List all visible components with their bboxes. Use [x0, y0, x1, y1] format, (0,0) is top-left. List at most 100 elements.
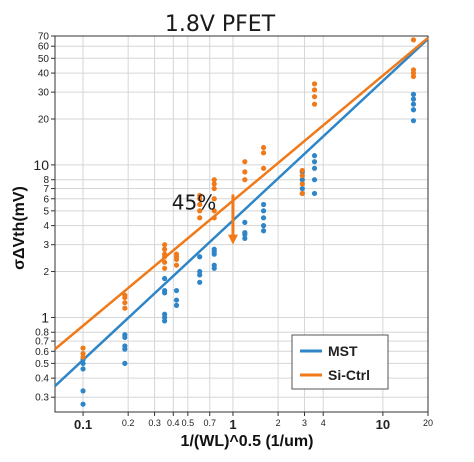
data-point	[299, 185, 305, 192]
x-tick-label: 3	[302, 418, 307, 428]
data-point	[211, 185, 217, 192]
y-tick-label: 40	[38, 69, 50, 80]
data-point	[173, 287, 180, 294]
data-point	[80, 388, 86, 394]
data-point	[260, 150, 267, 156]
data-point	[197, 208, 203, 214]
data-point	[410, 107, 417, 113]
data-point	[197, 279, 203, 285]
data-point	[311, 153, 318, 159]
fit-line	[54, 36, 429, 351]
data-point	[162, 275, 168, 282]
data-point	[260, 201, 267, 208]
legend-box	[291, 334, 389, 390]
x-tick-label: 4	[321, 418, 326, 428]
data-point	[211, 262, 217, 268]
data-point	[197, 268, 203, 275]
data-point	[311, 177, 318, 183]
data-point	[162, 251, 168, 257]
y-tick-label: 2	[43, 267, 49, 278]
data-point	[410, 101, 417, 107]
data-point	[311, 81, 318, 87]
y-tick-label: 60	[38, 42, 50, 53]
data-point	[410, 67, 417, 73]
y-tick-label: 0.4	[35, 374, 49, 385]
y-tick-label: 30	[38, 88, 50, 99]
data-point	[80, 401, 86, 407]
data-point	[299, 167, 305, 174]
data-point	[80, 366, 86, 372]
legend-label: Si-Ctrl	[328, 367, 370, 383]
data-point	[211, 196, 217, 202]
data-point	[410, 37, 417, 43]
y-axis-label: σΔVth(mV)	[11, 186, 28, 270]
x-tick-label: 10	[376, 417, 390, 432]
data-point	[299, 173, 305, 179]
data-point	[311, 94, 318, 100]
data-point	[162, 265, 168, 271]
data-point	[122, 300, 128, 306]
data-point	[211, 246, 217, 252]
y-tick-label: 20	[38, 114, 50, 125]
data-point	[242, 177, 248, 183]
data-point	[80, 360, 86, 366]
data-point	[211, 208, 217, 214]
data-point	[197, 215, 203, 221]
data-point	[260, 215, 267, 221]
data-point	[311, 159, 318, 165]
y-tick-label: 8	[43, 175, 49, 186]
data-point	[299, 177, 305, 183]
x-tick-label: 1	[229, 417, 236, 432]
y-tick-label: 7	[43, 184, 49, 195]
data-point	[311, 101, 318, 107]
series-si-ctrl	[54, 36, 429, 360]
data-point	[122, 343, 128, 349]
y-tick-label: 70	[38, 32, 50, 43]
data-point	[173, 297, 180, 303]
data-point	[173, 302, 180, 308]
data-point	[311, 165, 318, 171]
data-point	[122, 360, 128, 366]
chart-title: 1.8V PFET	[165, 12, 276, 37]
data-point	[260, 223, 267, 229]
y-tick-label: 0.8	[35, 328, 49, 339]
x-tick-label: 0.5	[182, 418, 195, 428]
fit-line	[54, 37, 429, 387]
x-tick-label: 0.3	[148, 418, 161, 428]
data-point	[260, 165, 267, 171]
data-point	[122, 332, 128, 338]
data-point	[311, 87, 318, 93]
x-tick-label: 0.2	[122, 418, 135, 428]
data-point	[242, 169, 248, 175]
annotation-label: 45%	[172, 191, 216, 215]
y-tick-label: 50	[38, 54, 50, 65]
data-point	[197, 254, 203, 260]
y-tick-label: 3	[43, 240, 49, 251]
data-point	[211, 177, 217, 183]
y-tick-label: 4	[43, 221, 49, 232]
data-point	[162, 287, 168, 294]
series-mst	[54, 37, 429, 407]
data-point	[80, 350, 86, 357]
data-point	[410, 91, 417, 97]
data-point	[260, 228, 267, 234]
data-point	[173, 262, 180, 268]
y-tick-label: 1	[41, 309, 49, 325]
data-point	[162, 242, 168, 248]
data-point	[311, 190, 318, 197]
data-point	[260, 208, 267, 214]
data-point	[410, 118, 417, 124]
x-tick-label: 0.4	[167, 418, 180, 428]
data-point	[197, 201, 203, 208]
y-tick-label: 6	[43, 194, 49, 205]
data-point	[122, 305, 128, 311]
data-point	[242, 235, 248, 241]
data-point	[162, 259, 168, 265]
data-point	[260, 144, 267, 151]
data-point	[162, 311, 168, 317]
data-point	[242, 159, 248, 165]
data-point	[211, 215, 217, 221]
x-tick-label: 0.7	[203, 418, 216, 428]
